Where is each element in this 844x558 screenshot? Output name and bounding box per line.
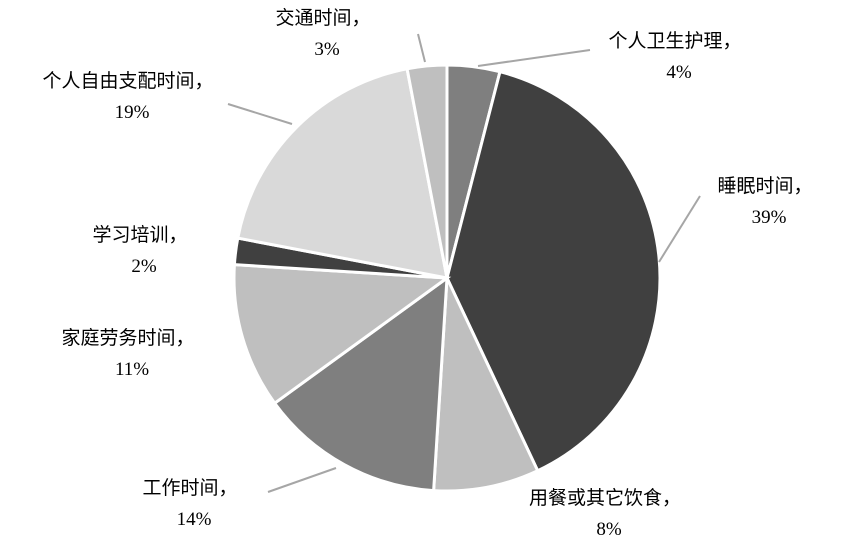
slice-label: 用餐或其它饮食， <box>529 487 681 509</box>
slice-percent-label: 2% <box>131 256 157 277</box>
slice-percent-label: 39% <box>752 207 787 228</box>
slice-label: 个人自由支配时间， <box>42 70 213 92</box>
leader-line <box>477 49 591 67</box>
leader-line <box>658 195 701 263</box>
pie-slice <box>405 63 449 279</box>
slice-percent-label: 11% <box>115 359 149 380</box>
slice-percent-label: 4% <box>666 62 692 83</box>
data-labels: 个人卫生护理， 4% 睡眠时间， 39% 用餐或其它饮食， 8% 工作时间， 14% 家庭劳务时… <box>42 7 812 540</box>
leader-lines <box>227 33 701 493</box>
slice-label: 学习培训， <box>92 224 187 246</box>
leader-line <box>267 467 337 493</box>
slice-label: 工作时间， <box>142 477 237 499</box>
slice-label: 家庭劳务时间， <box>61 327 194 349</box>
slice-percent-label: 19% <box>115 102 150 123</box>
pie-slice <box>232 263 452 406</box>
pie-slice <box>236 67 449 280</box>
slice-label: 交通时间， <box>275 7 370 29</box>
slice-label: 睡眠时间， <box>717 175 812 197</box>
pie-slices <box>232 63 662 493</box>
slice-percent-label: 3% <box>314 39 340 60</box>
pie-slice <box>445 69 662 473</box>
slice-label: 个人卫生护理， <box>608 30 741 52</box>
pie-slice <box>272 274 449 493</box>
slice-percent-label: 14% <box>177 509 212 530</box>
leader-line <box>417 33 426 63</box>
slice-percent-label: 8% <box>596 519 622 540</box>
leader-line <box>227 103 293 125</box>
pie-slice <box>432 277 540 493</box>
